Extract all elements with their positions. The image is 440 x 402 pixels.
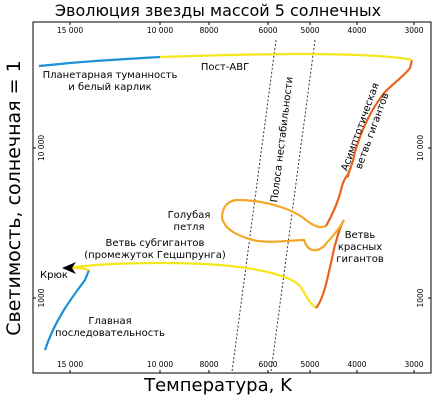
bottom-tick-10000: 10 000 xyxy=(147,360,173,369)
bottom-tick-3000: 3000 xyxy=(404,360,423,369)
top-axis: 15 000 10 000 8000 6000 5000 4000 3000 xyxy=(57,22,424,35)
right-tick-10000: 10 000 xyxy=(416,135,425,161)
top-tick-4000: 4000 xyxy=(347,26,366,35)
main-sequence-label-2: последовательность xyxy=(55,328,165,339)
blue-loop-label-1: Голубая xyxy=(168,210,211,221)
main-sequence-label-1: Главная xyxy=(88,316,131,327)
hook-label: Крюк xyxy=(40,270,68,281)
instability-strip-label: Полоса нестабильности xyxy=(269,76,295,203)
left-tick-1000: 1000 xyxy=(37,288,46,307)
top-tick-6000: 6000 xyxy=(258,26,277,35)
bottom-tick-6000: 6000 xyxy=(258,360,277,369)
red-giant-branch-label-3: гигантов xyxy=(336,254,384,265)
planetary-nebula-label-2: и белый карлик xyxy=(68,82,151,93)
right-tick-1000: 1000 xyxy=(416,288,425,307)
white-dwarf-track xyxy=(38,55,161,68)
red-giant-branch-label-1: Ветвь xyxy=(345,230,376,241)
main-sequence-track xyxy=(43,269,91,351)
bottom-tick-8000: 8000 xyxy=(199,360,218,369)
y-axis-ticks: 10 000 1000 10 000 1000 xyxy=(33,135,431,308)
top-tick-10000: 10 000 xyxy=(147,26,173,35)
instability-strip-left xyxy=(231,39,277,373)
bottom-tick-15000: 15 000 xyxy=(57,360,83,369)
left-tick-10000: 10 000 xyxy=(37,135,46,161)
x-axis-label: Температура, K xyxy=(143,375,293,396)
bottom-tick-5000: 5000 xyxy=(300,360,319,369)
blue-loop-track xyxy=(220,198,345,252)
top-tick-5000: 5000 xyxy=(300,26,319,35)
subgiant-track xyxy=(65,261,317,309)
asymptotic-giant-branch-track xyxy=(325,59,414,227)
y-axis-label: Светимость, солнечная = 1 xyxy=(3,60,25,335)
arrow-left-icon xyxy=(62,262,76,274)
red-giant-branch-label-2: красных xyxy=(338,242,382,253)
post-agb-label: Пост-АВГ xyxy=(201,62,249,73)
subgiant-label-2: (промежуток Гецшпрунга) xyxy=(84,250,226,261)
top-tick-15000: 15 000 xyxy=(57,26,83,35)
blue-loop-label-2: петля xyxy=(174,222,205,233)
subgiant-label-1: Ветвь субгигантов xyxy=(106,238,205,249)
top-tick-3000: 3000 xyxy=(404,26,423,35)
top-tick-8000: 8000 xyxy=(199,26,218,35)
bottom-tick-4000: 4000 xyxy=(347,360,366,369)
bottom-axis: 15 000 10 000 8000 6000 5000 4000 3000 xyxy=(57,360,424,373)
post-agb-track xyxy=(159,52,413,62)
planetary-nebula-label-1: Планетарная туманность xyxy=(43,70,178,81)
plot-frame xyxy=(32,21,432,374)
diagram-title: Эволюция звезды массой 5 солнечных xyxy=(55,1,381,20)
